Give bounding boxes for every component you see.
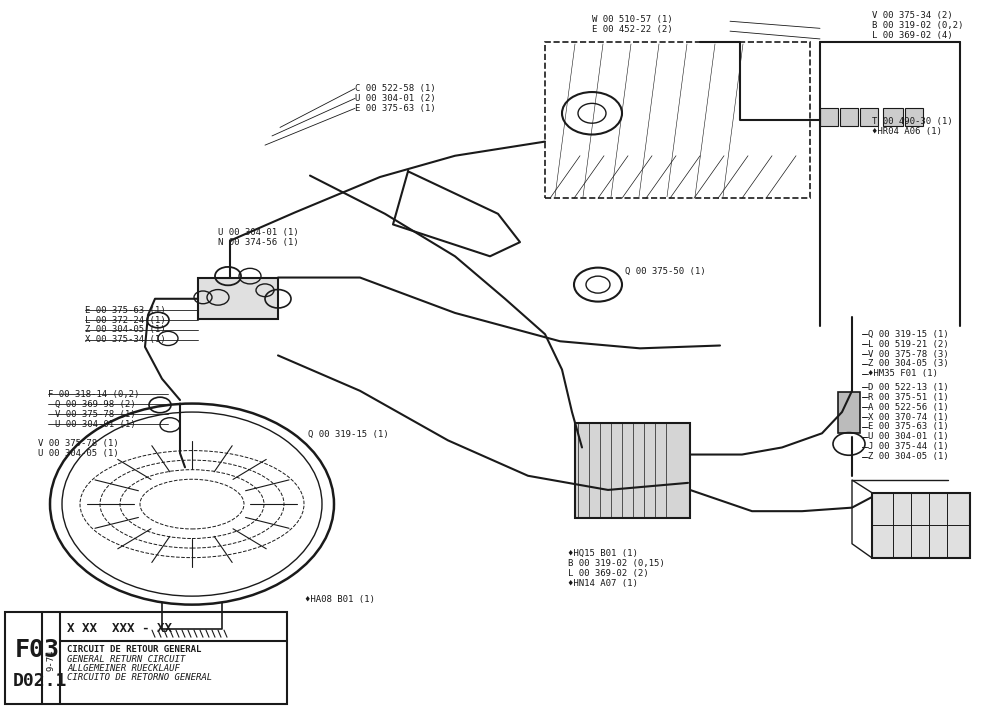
Text: X 00 375-34 (1): X 00 375-34 (1) — [85, 336, 166, 344]
Text: ♦HQ15 B01 (1): ♦HQ15 B01 (1) — [568, 549, 638, 558]
Text: U 00 304-05 (1): U 00 304-05 (1) — [38, 450, 119, 458]
Text: U 00 304-01 (2): U 00 304-01 (2) — [355, 94, 436, 103]
Text: L 00 372-24 (1): L 00 372-24 (1) — [85, 316, 166, 324]
Text: U 00 304-01 (1): U 00 304-01 (1) — [218, 228, 299, 236]
Text: F03: F03 — [15, 638, 60, 662]
Text: E 00 375-63 (1): E 00 375-63 (1) — [85, 306, 166, 314]
Text: B 00 319-02 (0,15): B 00 319-02 (0,15) — [568, 559, 665, 568]
Text: D 00 522-13 (1): D 00 522-13 (1) — [868, 383, 949, 392]
Text: E 00 375-63 (1): E 00 375-63 (1) — [868, 423, 949, 431]
Bar — [198, 278, 278, 319]
Text: ♦HR04 A06 (1): ♦HR04 A06 (1) — [872, 127, 942, 136]
Text: Z 00 304-05 (3): Z 00 304-05 (3) — [868, 360, 949, 368]
Text: CIRCUITO DE RETORNO GENERAL: CIRCUITO DE RETORNO GENERAL — [67, 673, 212, 682]
Text: W 00 510-57 (1): W 00 510-57 (1) — [592, 16, 673, 24]
Text: ALLGEMEINER RUECKLAUF: ALLGEMEINER RUECKLAUF — [67, 664, 180, 673]
Text: N 00 374-56 (1): N 00 374-56 (1) — [218, 238, 299, 246]
Bar — [5, 612, 287, 704]
Bar — [838, 392, 860, 433]
Text: ♦HA08 B01 (1): ♦HA08 B01 (1) — [305, 595, 375, 604]
Text: R 00 375-51 (1): R 00 375-51 (1) — [868, 393, 949, 401]
Text: F 00 318-14 (0,2): F 00 318-14 (0,2) — [48, 390, 139, 399]
Bar — [860, 108, 878, 126]
Text: C 00 522-58 (1): C 00 522-58 (1) — [355, 84, 436, 93]
Text: J 00 375-44 (1): J 00 375-44 (1) — [868, 442, 949, 451]
Text: Z 00 304-05 (1): Z 00 304-05 (1) — [85, 326, 166, 334]
Text: X 00 370-74 (1): X 00 370-74 (1) — [868, 413, 949, 421]
Text: V 00 375-78 (1): V 00 375-78 (1) — [38, 440, 119, 448]
Text: B 00 319-02 (0,2): B 00 319-02 (0,2) — [872, 21, 963, 30]
Text: L 00 369-02 (2): L 00 369-02 (2) — [568, 569, 649, 578]
Bar — [905, 108, 923, 126]
Text: GENERAL RETURN CIRCUIT: GENERAL RETURN CIRCUIT — [67, 655, 185, 663]
Bar — [872, 493, 970, 558]
Text: D02.1: D02.1 — [13, 672, 67, 690]
Bar — [820, 108, 838, 126]
Text: V 00 375-34 (2): V 00 375-34 (2) — [872, 11, 953, 20]
Bar — [575, 423, 690, 518]
Text: V 00 375-78 (1): V 00 375-78 (1) — [55, 410, 136, 418]
Text: L 00 519-21 (2): L 00 519-21 (2) — [868, 340, 949, 348]
Text: Z 00 304-05 (1): Z 00 304-05 (1) — [868, 452, 949, 461]
Text: U 00 304-01 (1): U 00 304-01 (1) — [55, 420, 136, 428]
Text: Q 00 375-50 (1): Q 00 375-50 (1) — [625, 267, 706, 275]
Text: E 00 375-63 (1): E 00 375-63 (1) — [355, 104, 436, 113]
Bar — [545, 42, 810, 198]
Text: A 00 522-56 (1): A 00 522-56 (1) — [868, 403, 949, 411]
Text: 9-74: 9-74 — [46, 649, 56, 670]
Text: X XX  XXX - XX: X XX XXX - XX — [67, 622, 172, 635]
Text: U 00 304-01 (1): U 00 304-01 (1) — [868, 433, 949, 441]
Text: L 00 369-02 (4): L 00 369-02 (4) — [872, 31, 953, 40]
Text: Q 00 319-15 (1): Q 00 319-15 (1) — [308, 430, 389, 439]
Text: CIRCUIT DE RETOUR GENERAL: CIRCUIT DE RETOUR GENERAL — [67, 646, 201, 654]
Text: ♦HM35 F01 (1): ♦HM35 F01 (1) — [868, 370, 938, 378]
Bar — [883, 108, 903, 126]
Text: T 00 490-30 (1): T 00 490-30 (1) — [872, 118, 953, 126]
Text: E 00 452-22 (2): E 00 452-22 (2) — [592, 25, 673, 34]
Text: ♦HN14 A07 (1): ♦HN14 A07 (1) — [568, 579, 638, 588]
Text: Q 00 319-15 (1): Q 00 319-15 (1) — [868, 330, 949, 338]
Text: V 00 375-78 (3): V 00 375-78 (3) — [868, 350, 949, 358]
Text: Q 00 369-98 (2): Q 00 369-98 (2) — [55, 400, 136, 409]
Bar — [840, 108, 858, 126]
